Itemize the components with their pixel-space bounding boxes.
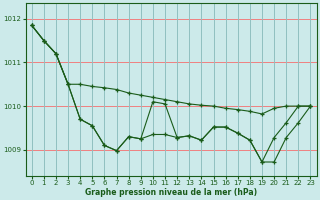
- X-axis label: Graphe pression niveau de la mer (hPa): Graphe pression niveau de la mer (hPa): [85, 188, 257, 197]
